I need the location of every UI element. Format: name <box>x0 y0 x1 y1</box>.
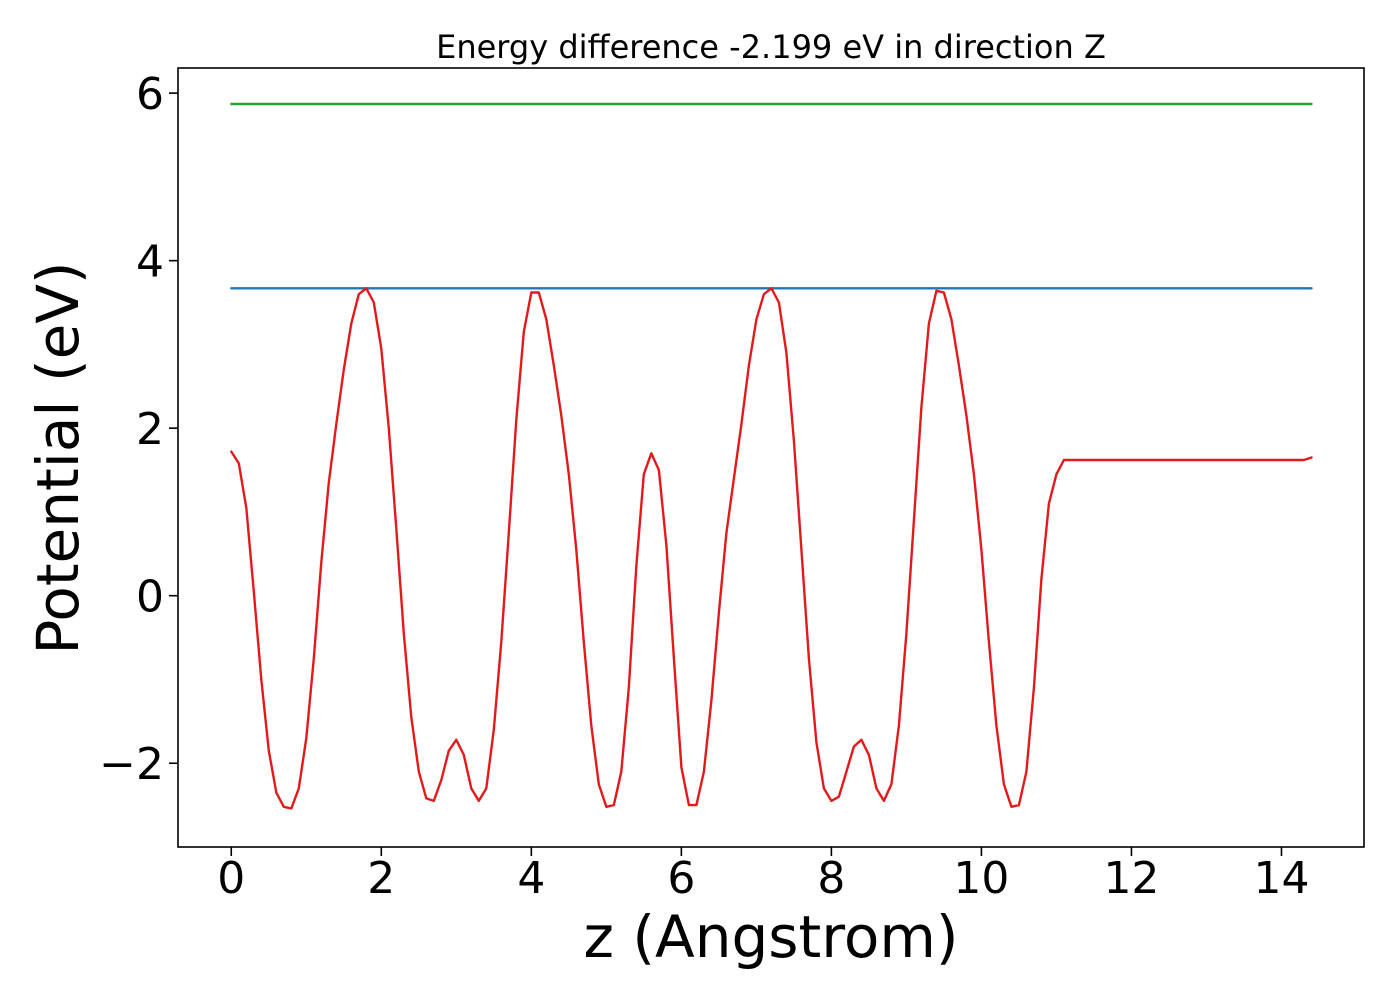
y-tick-label: 2 <box>136 404 164 455</box>
x-tick-label: 2 <box>367 853 395 904</box>
chart-title: Energy difference -2.199 eV in direction… <box>436 28 1106 66</box>
x-tick-label: 8 <box>817 853 845 904</box>
series-line-2 <box>230 287 1313 810</box>
x-axis-ticks: 0 2 4 6 8 10 12 14 <box>217 847 1309 904</box>
plot-area <box>230 102 1313 810</box>
y-axis-label: Potential (eV) <box>24 261 92 654</box>
y-tick-label: 0 <box>136 572 164 623</box>
y-axis-ticks: −2 0 2 4 6 <box>99 69 178 790</box>
x-tick-label: 10 <box>953 853 1009 904</box>
x-tick-label: 0 <box>217 853 245 904</box>
x-tick-label: 14 <box>1253 853 1309 904</box>
x-tick-label: 6 <box>667 853 695 904</box>
x-tick-label: 12 <box>1103 853 1159 904</box>
y-tick-label: −2 <box>99 739 164 790</box>
y-tick-label: 4 <box>136 237 164 288</box>
x-tick-label: 4 <box>517 853 545 904</box>
x-axis-label: z (Angstrom) <box>584 903 959 971</box>
plot-frame <box>177 67 1365 848</box>
y-tick-label: 6 <box>136 69 164 120</box>
